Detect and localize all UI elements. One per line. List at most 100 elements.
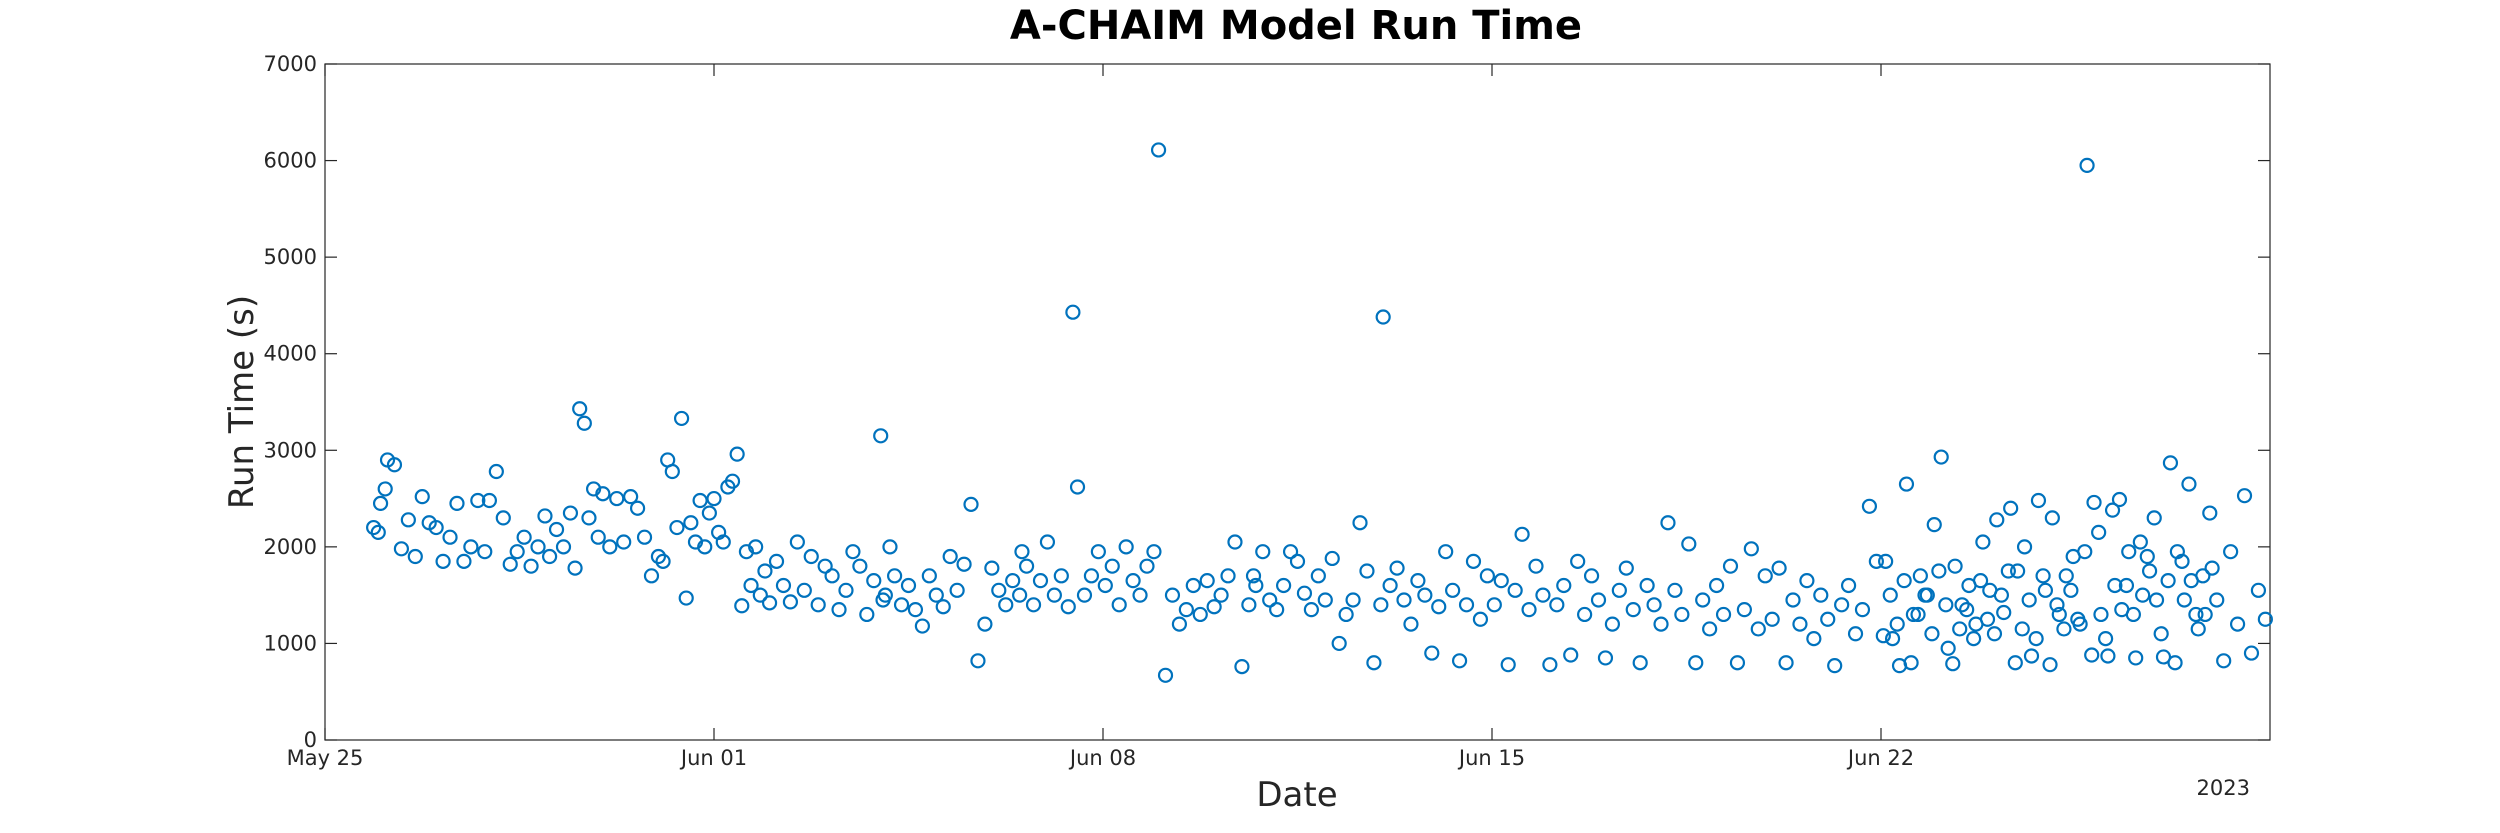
data-point — [789, 534, 805, 550]
data-point — [2016, 539, 2033, 555]
data-point — [1681, 536, 1697, 552]
data-point — [1458, 597, 1475, 613]
data-point — [1303, 602, 1319, 618]
data-point — [1192, 606, 1208, 623]
data-point — [1952, 621, 1968, 637]
data-point — [1861, 498, 1878, 514]
data-point — [1090, 544, 1106, 560]
data-point — [1382, 577, 1398, 594]
data-point — [1366, 655, 1382, 671]
data-point — [1507, 582, 1523, 598]
data-point — [393, 541, 410, 557]
data-point — [963, 496, 979, 512]
data-point — [1715, 606, 1732, 623]
data-point — [1757, 568, 1773, 584]
data-point — [2197, 606, 2213, 623]
data-point — [2093, 606, 2109, 623]
data-point — [743, 577, 759, 594]
data-point — [1396, 592, 1412, 608]
data-point — [838, 582, 854, 598]
data-point — [701, 505, 717, 521]
data-point — [548, 521, 565, 538]
data-point — [2148, 592, 2165, 608]
data-point — [2155, 649, 2172, 665]
data-point — [1729, 655, 1746, 671]
data-point — [629, 500, 646, 516]
data-point — [2132, 534, 2148, 550]
data-point — [1840, 577, 1857, 594]
data-point — [1975, 534, 1991, 550]
data-point — [1227, 534, 1243, 550]
data-point — [1604, 616, 1621, 632]
data-point — [2058, 568, 2074, 584]
data-point — [1338, 606, 1354, 623]
data-point — [1778, 655, 1794, 671]
data-point — [1039, 534, 1056, 550]
data-point — [442, 529, 458, 545]
data-point — [1005, 573, 1021, 589]
data-point — [1878, 553, 1894, 569]
data-point — [1269, 602, 1285, 618]
data-point — [1234, 659, 1250, 675]
data-point — [2183, 573, 2199, 589]
data-point — [2243, 645, 2260, 661]
data-point — [1032, 573, 1049, 589]
chart-title: A-CHAIM Model Run Time — [1010, 3, 1582, 49]
data-point — [2107, 577, 2123, 594]
data-point — [2167, 655, 2183, 671]
y-tick-label: 6000 — [264, 149, 317, 173]
data-point — [2118, 577, 2135, 594]
data-point — [562, 505, 579, 521]
data-point — [1431, 599, 1447, 615]
data-point — [866, 573, 882, 589]
data-point — [537, 508, 553, 524]
data-point — [1317, 592, 1333, 608]
data-point — [2091, 524, 2107, 540]
data-point — [803, 548, 819, 565]
data-point — [1118, 539, 1134, 555]
data-point — [1199, 573, 1215, 589]
y-tick-label: 0 — [304, 728, 317, 752]
x-tick-label: Jun 22 — [1846, 746, 1914, 770]
data-point — [1331, 635, 1347, 652]
data-point — [2072, 616, 2088, 632]
data-point — [2114, 602, 2130, 618]
data-point — [2010, 563, 2026, 579]
data-point — [2007, 655, 2023, 671]
data-point — [2100, 648, 2116, 664]
data-point — [970, 653, 986, 669]
data-point — [2190, 621, 2206, 637]
data-point — [1820, 611, 1836, 627]
data-point — [1479, 568, 1495, 584]
data-point — [2229, 616, 2246, 632]
data-point — [1667, 582, 1683, 598]
data-point — [1924, 626, 1940, 642]
data-point — [1940, 640, 1956, 656]
x-tick-label: Jun 15 — [1457, 746, 1525, 770]
data-point — [386, 457, 403, 473]
data-point — [1919, 587, 1935, 603]
data-point — [1262, 592, 1278, 608]
data-point — [1905, 606, 1922, 623]
data-point — [1146, 544, 1162, 560]
data-point — [2063, 582, 2079, 598]
data-point — [1618, 560, 1634, 576]
data-point — [509, 544, 525, 560]
data-point — [1945, 656, 1961, 672]
data-point — [893, 597, 910, 613]
data-point — [2128, 650, 2144, 666]
data-point — [2084, 647, 2100, 663]
data-point — [1646, 597, 1662, 613]
data-point — [2139, 548, 2155, 565]
data-point — [2035, 568, 2051, 584]
data-point — [1083, 568, 1100, 584]
data-point — [530, 539, 546, 555]
data-point — [576, 415, 592, 431]
y-tick-label: 4000 — [264, 342, 317, 366]
data-point — [991, 582, 1007, 598]
data-point — [470, 492, 486, 509]
data-point — [2098, 630, 2114, 647]
data-point — [852, 558, 868, 574]
data-point — [2037, 582, 2053, 598]
data-point — [2121, 544, 2137, 560]
